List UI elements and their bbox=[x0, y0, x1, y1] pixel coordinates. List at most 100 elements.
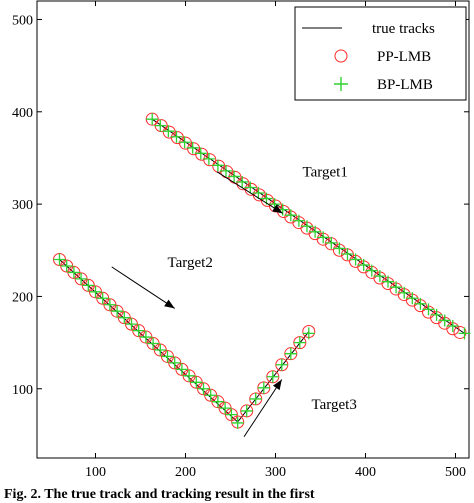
bp-lmb-point bbox=[162, 125, 175, 138]
bp-lmb-point bbox=[204, 389, 217, 402]
bp-lmb-point bbox=[183, 369, 196, 382]
bp-lmb-point bbox=[211, 395, 224, 408]
bp-lmb-point bbox=[240, 404, 253, 417]
bp-lmb-point bbox=[284, 347, 297, 360]
bp-lmb-point bbox=[139, 331, 152, 344]
annotation-arrow bbox=[111, 266, 175, 309]
bp-lmb-point bbox=[89, 285, 102, 298]
bp-lmb-point bbox=[284, 209, 297, 222]
bp-lmb-point bbox=[53, 253, 66, 266]
annotation-arrowhead bbox=[272, 204, 283, 214]
bp-lmb-point bbox=[446, 319, 459, 332]
bp-lmb-point bbox=[275, 358, 288, 371]
bp-lmb-point bbox=[406, 292, 419, 305]
bp-lmb-series bbox=[53, 113, 471, 429]
y-tick-label: 500 bbox=[12, 13, 33, 28]
x-tick-label: 100 bbox=[85, 465, 106, 480]
bp-lmb-point bbox=[194, 147, 207, 160]
bp-lmb-point bbox=[161, 350, 174, 363]
bp-lmb-point bbox=[236, 175, 249, 188]
annotation-arrowhead bbox=[164, 299, 175, 309]
bp-lmb-point bbox=[125, 318, 138, 331]
plot-frame bbox=[36, 0, 470, 459]
legend: true tracks PP-LMB BP-LMB bbox=[294, 6, 467, 101]
bp-lmb-point bbox=[75, 272, 88, 285]
pp-lmb-point bbox=[203, 153, 217, 167]
bp-lmb-point bbox=[373, 270, 386, 283]
bp-lmb-point bbox=[146, 113, 159, 126]
bp-lmb-point bbox=[228, 170, 241, 183]
bp-lmb-point bbox=[382, 275, 394, 288]
bp-lmb-point bbox=[333, 242, 346, 255]
bp-lmb-point bbox=[257, 381, 270, 394]
bp-lmb-point bbox=[244, 181, 257, 194]
bp-lmb-point bbox=[301, 220, 313, 233]
x-tick-label: 300 bbox=[265, 465, 286, 480]
x-tick-label: 500 bbox=[445, 465, 466, 480]
annotation-label: Target1 bbox=[303, 164, 348, 180]
bp-lmb-point bbox=[365, 264, 378, 277]
legend-pp-lmb-marker bbox=[334, 49, 348, 63]
bp-lmb-point bbox=[220, 164, 232, 177]
annotation-arrow bbox=[243, 379, 283, 438]
bp-lmb-point bbox=[154, 343, 167, 356]
bp-lmb-point bbox=[67, 266, 80, 279]
bp-lmb-point bbox=[60, 259, 73, 272]
annotation-label: Target3 bbox=[312, 397, 357, 413]
x-tick-label: 400 bbox=[355, 465, 376, 480]
bp-lmb-point bbox=[170, 130, 183, 143]
bp-lmb-point bbox=[325, 236, 338, 249]
bp-lmb-point bbox=[197, 382, 210, 395]
bp-lmb-point bbox=[202, 152, 215, 165]
annotation-label: Target2 bbox=[168, 255, 213, 271]
bp-lmb-point bbox=[357, 259, 370, 272]
bp-lmb-point bbox=[82, 279, 95, 292]
bp-lmb-point bbox=[398, 286, 411, 299]
annotation-arrow bbox=[216, 171, 283, 214]
bp-lmb-point bbox=[111, 305, 124, 318]
legend-label-bp-lmb: BP-LMB bbox=[377, 77, 433, 93]
bp-lmb-point bbox=[190, 376, 203, 389]
bp-lmb-point bbox=[225, 408, 238, 421]
figure-caption: Fig. 2. The true track and tracking resu… bbox=[4, 487, 315, 502]
bp-lmb-point bbox=[390, 281, 403, 294]
bp-lmb-point bbox=[178, 136, 191, 149]
bp-lmb-point bbox=[186, 141, 199, 154]
bp-lmb-point bbox=[438, 314, 451, 327]
bp-lmb-point bbox=[147, 337, 160, 350]
bp-lmb-point bbox=[219, 402, 232, 415]
bp-lmb-point bbox=[132, 324, 145, 337]
bp-lmb-point bbox=[341, 247, 354, 260]
bp-lmb-point bbox=[458, 327, 471, 340]
true-tracks bbox=[59, 118, 465, 423]
x-tick-label: 200 bbox=[175, 465, 196, 480]
bp-lmb-point bbox=[349, 253, 362, 266]
y-tick-label: 300 bbox=[12, 198, 33, 213]
bp-lmb-point bbox=[231, 416, 244, 429]
bp-lmb-point bbox=[118, 311, 131, 324]
legend-bp-lmb-marker bbox=[334, 77, 348, 91]
bp-lmb-point bbox=[414, 297, 427, 310]
bp-lmb-point bbox=[293, 336, 306, 349]
bp-lmb-point bbox=[103, 298, 116, 311]
y-tick-label: 400 bbox=[12, 106, 33, 121]
bp-lmb-point bbox=[96, 292, 109, 305]
annotations: Target1 Target2 Target3 bbox=[111, 164, 357, 438]
pp-lmb-series bbox=[53, 112, 467, 429]
bp-lmb-point bbox=[292, 214, 305, 227]
bp-lmb-point bbox=[175, 363, 188, 376]
bp-lmb-point bbox=[168, 356, 181, 369]
bp-lmb-point bbox=[309, 225, 322, 238]
bp-lmb-point bbox=[317, 231, 330, 244]
y-tick-label: 100 bbox=[12, 383, 33, 398]
bp-lmb-point bbox=[266, 370, 279, 383]
legend-label-pp-lmb: PP-LMB bbox=[377, 49, 431, 65]
bp-lmb-point bbox=[154, 119, 167, 132]
bp-lmb-point bbox=[302, 327, 315, 340]
axis-ticks: 100 200 300 400 500 100 200 300 400 500 bbox=[12, 1, 469, 480]
y-tick-label: 200 bbox=[12, 290, 33, 305]
bp-lmb-point bbox=[211, 159, 224, 172]
bp-lmb-point bbox=[422, 303, 435, 316]
annotation-arrowhead bbox=[272, 379, 282, 391]
